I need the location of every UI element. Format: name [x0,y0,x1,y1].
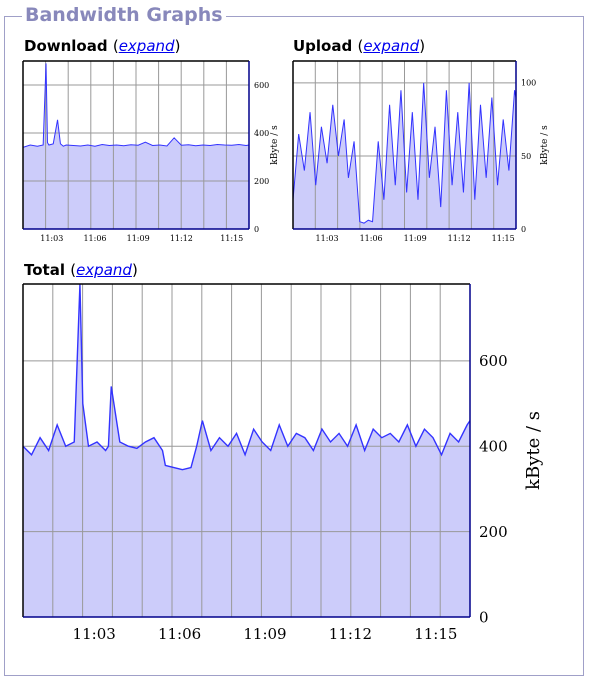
paren-open: ( [70,261,77,279]
total-chart: 0 200 400 600 kByte / s 11:03 11:06 11:09 11:12 1… [22,283,544,643]
paren-close: ) [131,261,138,279]
download-y-tick-label: 600 [254,81,269,90]
download-x-tick-label: 11:06 [83,234,106,243]
download-y-tick-label: 400 [254,129,269,138]
total-y-axis-label: kByte / s [523,411,544,490]
download-x-tick-label: 11:15 [220,234,243,243]
upload-x-tick-label: 11:03 [316,234,339,243]
upload-series-line [292,82,517,224]
total-title-text: Total [24,261,65,279]
download-x-tick-label: 11:03 [40,234,63,243]
total-x-tick-label: 11:06 [158,625,201,643]
section-title: Bandwidth Graphs [22,4,226,26]
download-y-axis-label: kByte / s [270,125,280,165]
upload-x-tick-label: 11:15 [492,234,515,243]
total-expand-link[interactable]: expand [76,261,132,279]
upload-x-tick-label: 11:09 [404,234,427,243]
download-x-tick-label: 11:12 [170,234,193,243]
upload-x-tick-label: 11:12 [448,234,471,243]
download-expand-link[interactable]: expand [118,37,175,55]
total-x-tick-label: 11:15 [414,625,457,643]
upload-y-tick-label: 100 [521,79,536,88]
download-graph-title: Download (expand) [24,37,180,55]
total-x-tick-label: 11:03 [73,625,116,643]
download-y-tick-label: 200 [254,177,269,186]
total-y-tick-label: 600 [479,352,508,370]
upload-y-tick-label: 50 [521,152,531,161]
paren-open: ( [112,37,119,55]
download-chart: 0 200 400 600 kByte / s 11:03 11:06 11:09 11:12 1… [22,60,280,243]
paren-close: ) [174,37,181,55]
total-x-tick-label: 11:09 [243,625,286,643]
total-y-tick-label: 0 [479,608,489,626]
paren-close: ) [419,37,426,55]
upload-x-tick-label: 11:06 [360,234,383,243]
total-graph-title: Total (expand) [24,261,138,279]
paren-open: ( [357,37,364,55]
upload-y-tick-label: 0 [521,225,526,234]
upload-graph-title: Upload (expand) [293,37,425,55]
upload-expand-link[interactable]: expand [363,37,420,55]
download-x-tick-label: 11:09 [127,234,150,243]
upload-chart: 0 50 100 kByte / s 11:03 11:06 11:09 11:12 11:15 [292,60,550,243]
upload-title-text: Upload [293,37,353,55]
upload-y-axis-label: kByte / s [540,125,550,165]
total-y-tick-label: 200 [479,523,508,541]
total-series-line [22,283,471,471]
total-x-tick-label: 11:12 [329,625,372,643]
download-series-line [22,63,250,148]
total-y-tick-label: 400 [479,437,508,455]
download-y-tick-label: 0 [254,225,259,234]
download-title-text: Download [24,37,108,55]
